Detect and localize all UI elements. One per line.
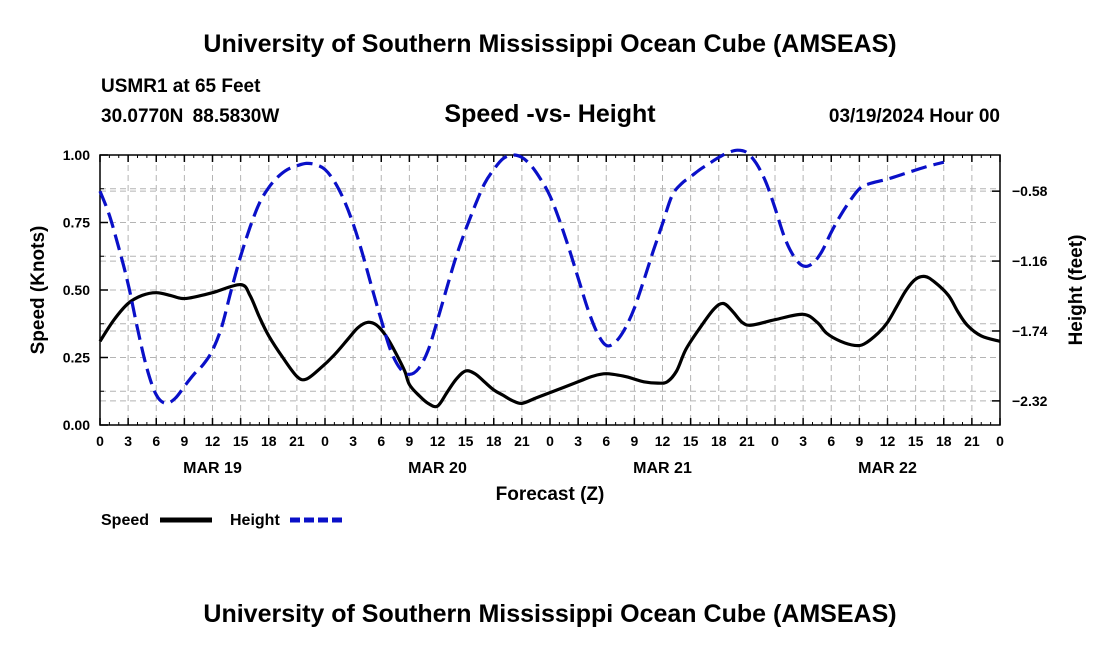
x-tick-label: 18 xyxy=(261,433,277,449)
y-tick-label: 0.00 xyxy=(63,417,90,433)
x-tick-label: 6 xyxy=(152,433,160,449)
legend-speed-label: Speed xyxy=(101,512,149,529)
coordinates-label: 30.0770N 88.5830W xyxy=(101,106,280,127)
grid xyxy=(100,155,1000,425)
legend-height-label: Height xyxy=(230,512,280,529)
x-tick-label: 0 xyxy=(771,433,779,449)
y-tick-label: 1.00 xyxy=(63,147,90,163)
x-tick-label: 15 xyxy=(233,433,249,449)
y2-tick-label: −2.32 xyxy=(1012,393,1048,409)
y-tick-label: 0.75 xyxy=(63,215,90,231)
x-tick-label: 3 xyxy=(799,433,807,449)
chart-title: University of Southern Mississippi Ocean… xyxy=(203,30,897,58)
x-tick-label: 9 xyxy=(855,433,863,449)
y-tick-label: 0.50 xyxy=(63,282,90,298)
x-tick-label: 12 xyxy=(205,433,221,449)
x-tick-label: 3 xyxy=(574,433,582,449)
legend: Speed Height xyxy=(101,512,342,529)
x-tick-label: 12 xyxy=(880,433,896,449)
x-tick-label: 6 xyxy=(827,433,835,449)
series-line-speed xyxy=(98,274,1001,409)
series-line-height xyxy=(98,148,945,405)
y2-tick-label: −0.58 xyxy=(1012,183,1048,199)
x-tick-label: 6 xyxy=(377,433,385,449)
axes: 0 3 6 9 12 15 18 21 0 3 6 9 12 15 18 21 0 3 6 9 12 15 18 21 0 3 6 9… xyxy=(63,147,1048,477)
x-tick-label: 3 xyxy=(124,433,132,449)
x-tick-label: 18 xyxy=(711,433,727,449)
x-axis-label: Forecast (Z) xyxy=(496,484,605,505)
x-tick-label: 18 xyxy=(486,433,502,449)
x-tick-label: 9 xyxy=(630,433,638,449)
x-tick-label: 18 xyxy=(936,433,952,449)
x-tick-label: 3 xyxy=(349,433,357,449)
x-tick-label: 21 xyxy=(289,433,305,449)
y2-tick-label: −1.16 xyxy=(1012,253,1048,269)
series xyxy=(98,148,1001,409)
x-tick-label: 15 xyxy=(458,433,474,449)
x-tick-label: 0 xyxy=(96,433,104,449)
x-tick-label: 15 xyxy=(908,433,924,449)
x-tick-label: 0 xyxy=(996,433,1004,449)
y-tick-label: 0.25 xyxy=(63,350,90,366)
station-label: USMR1 at 65 Feet xyxy=(101,76,261,97)
date-label: MAR 20 xyxy=(408,460,467,477)
x-tick-label: 15 xyxy=(683,433,699,449)
x-tick-label: 6 xyxy=(602,433,610,449)
x-tick-label: 9 xyxy=(180,433,188,449)
date-label: MAR 22 xyxy=(858,460,917,477)
y-axis-label: Speed (Knots) xyxy=(28,226,49,355)
x-tick-label: 12 xyxy=(430,433,446,449)
date-label: MAR 19 xyxy=(183,460,242,477)
forecast-date-label: 03/19/2024 Hour 00 xyxy=(828,106,1000,127)
x-tick-label: 21 xyxy=(514,433,530,449)
x-tick-label: 0 xyxy=(546,433,554,449)
chart-subtitle: Speed -vs- Height xyxy=(444,100,656,128)
footer-title: University of Southern Mississippi Ocean… xyxy=(203,600,897,628)
x-tick-label: 12 xyxy=(655,433,671,449)
x-tick-label: 21 xyxy=(739,433,755,449)
x-tick-label: 21 xyxy=(964,433,980,449)
x-tick-label: 9 xyxy=(405,433,413,449)
y2-axis-label: Height (feet) xyxy=(1066,235,1087,346)
y2-tick-label: −1.74 xyxy=(1012,323,1048,339)
date-label: MAR 21 xyxy=(633,460,692,477)
x-tick-label: 0 xyxy=(321,433,329,449)
